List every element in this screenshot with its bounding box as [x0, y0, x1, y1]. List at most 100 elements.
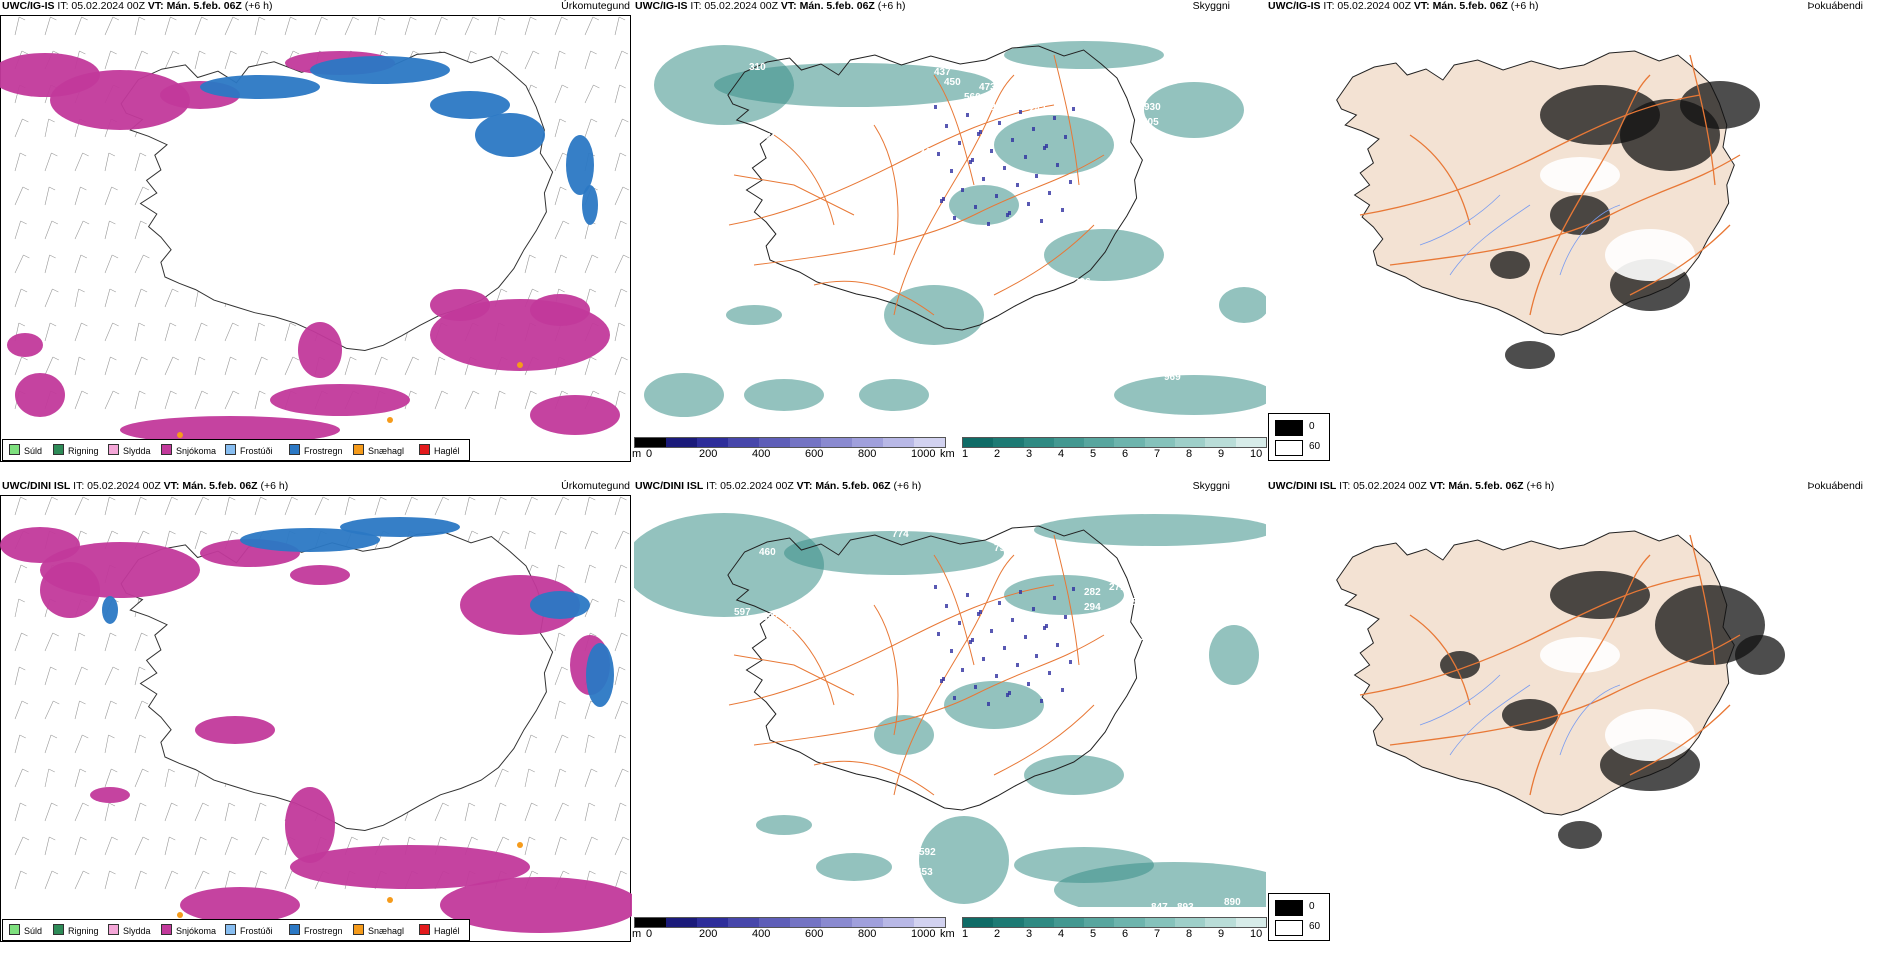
visibility-value: 554: [754, 132, 771, 143]
fog-area: [1219, 287, 1266, 323]
freezing-rain-area: [586, 643, 614, 707]
fog-area: [744, 379, 824, 411]
visibility-value: 473: [979, 82, 996, 93]
snow-area: [530, 294, 590, 326]
colorbar-tick: 6: [1122, 928, 1129, 940]
snow-area: [430, 289, 490, 321]
legend-swatch: [9, 924, 20, 935]
visibility-value: 247: [1089, 617, 1106, 628]
snow-area: [285, 787, 335, 863]
visibility-value: 969: [1164, 372, 1181, 383]
colorbar-segment: [883, 438, 914, 447]
colorbar-segment: [759, 918, 790, 927]
legend-item: Haglél: [419, 924, 460, 936]
colorbar-segment: [1023, 918, 1054, 927]
colorbar-unit-km: km: [940, 448, 955, 460]
colorbar-segment: [635, 438, 666, 447]
model-name: UWC/IG-IS: [1268, 0, 1321, 12]
sleet-hail-spot: [517, 842, 523, 848]
legend-label: 0: [1309, 421, 1315, 432]
legend-swatch: [1275, 920, 1303, 936]
legend-swatch: [1275, 900, 1303, 916]
colorbar-segment: [1053, 918, 1085, 927]
snow-area: [290, 565, 350, 585]
colorbar-segment: [666, 918, 697, 927]
visibility-value: 453: [916, 867, 933, 878]
colorbar-segment: [666, 438, 697, 447]
colorbar-segment: [759, 438, 790, 447]
init-time: 05.02.2024 00Z: [1337, 0, 1411, 12]
legend-item: Rigning: [53, 444, 99, 456]
model-name: UWC/IG-IS: [2, 0, 55, 12]
visibility-value: 573: [944, 372, 961, 383]
legend-item: Snjókoma: [161, 924, 216, 936]
fog-area: [1114, 375, 1266, 415]
snow-area: [15, 373, 65, 417]
init-time: 05.02.2024 00Z: [87, 480, 161, 492]
snow-area: [270, 384, 410, 416]
visibility-colorbar-m: [634, 437, 946, 448]
low-cloud-area: [1550, 571, 1650, 619]
init-time: 05.02.2024 00Z: [1353, 480, 1427, 492]
visibility-value: 437: [1064, 387, 1081, 398]
visibility-value: 240: [924, 157, 941, 168]
lead-time: (+6 h): [257, 480, 289, 492]
valid-time: Mán. 5.feb. 06Z: [166, 0, 242, 12]
colorbar-segment: [1205, 438, 1236, 447]
init-time: 05.02.2024 00Z: [71, 0, 145, 12]
sleet-hail-spot: [387, 897, 393, 903]
snow-area: [530, 395, 620, 435]
lead-time: (+6 h): [1507, 0, 1539, 12]
colorbar-tick: 600: [805, 928, 824, 940]
colorbar-segment: [821, 438, 852, 447]
forecast-row-ig-is: UWC/IG-IS IT: 05.02.2024 00Z VT: Mán. 5.…: [0, 0, 1900, 475]
freezing-rain-area: [240, 528, 380, 552]
colorbar-segment: [1084, 438, 1115, 447]
visibility-value: 847: [1151, 902, 1168, 907]
colorbar-segment: [1235, 438, 1266, 447]
sleet-hail-spot: [517, 362, 523, 368]
colorbar-segment: [1175, 918, 1206, 927]
clear-area: [1540, 157, 1620, 193]
colorbar-tick: 5: [1090, 448, 1097, 460]
legend-label: Frostregn: [304, 926, 343, 936]
fog-area: [859, 379, 929, 411]
fog-area: [784, 531, 1004, 575]
it-label: IT:: [703, 480, 721, 492]
colorbar-segment: [852, 438, 883, 447]
model-name: UWC/DINI ISL: [2, 480, 71, 492]
clear-area: [1605, 229, 1695, 281]
colorbar-tick: 800: [858, 448, 877, 460]
precip-type-map: [0, 495, 632, 942]
road-network: [728, 54, 1105, 316]
legend-label: Slydda: [123, 926, 151, 936]
panel-title-fog-index: Þokuábendi: [1807, 0, 1863, 12]
colorbar-unit-km: km: [940, 928, 955, 940]
colorbar-unit-m: m: [632, 928, 642, 940]
colorbar-segment: [1023, 438, 1054, 447]
valid-time: Mán. 5.feb. 06Z: [1448, 480, 1524, 492]
legend-item: Haglél: [419, 444, 460, 456]
colorbar-segment: [963, 438, 994, 447]
sleet-hail-spot: [177, 912, 183, 918]
legend-swatch: [1275, 420, 1303, 436]
visibility-value: 307: [1079, 105, 1096, 116]
colorbar-segment: [790, 918, 821, 927]
snow-area: [90, 787, 130, 803]
freezing-rain-area: [340, 517, 460, 537]
legend-swatch: [419, 444, 430, 455]
it-label: IT:: [54, 0, 72, 12]
valid-time: Mán. 5.feb. 06Z: [815, 480, 891, 492]
panel-header: UWC/DINI ISL IT: 05.02.2024 00Z VT: Mán.…: [635, 480, 921, 493]
init-time: 05.02.2024 00Z: [704, 0, 778, 12]
low-cloud-area: [1502, 699, 1558, 731]
legend-item: Frostúði: [225, 444, 273, 456]
vt-label: VT:: [793, 480, 816, 492]
visibility-value: 774: [892, 529, 909, 540]
visibility-value: 310: [749, 62, 766, 73]
visibility-value: 715: [1054, 627, 1071, 638]
fog-area: [1004, 575, 1124, 615]
legend-label: Súld: [24, 446, 43, 456]
legend-label: Súld: [24, 926, 43, 936]
fog-area: [1014, 847, 1154, 883]
